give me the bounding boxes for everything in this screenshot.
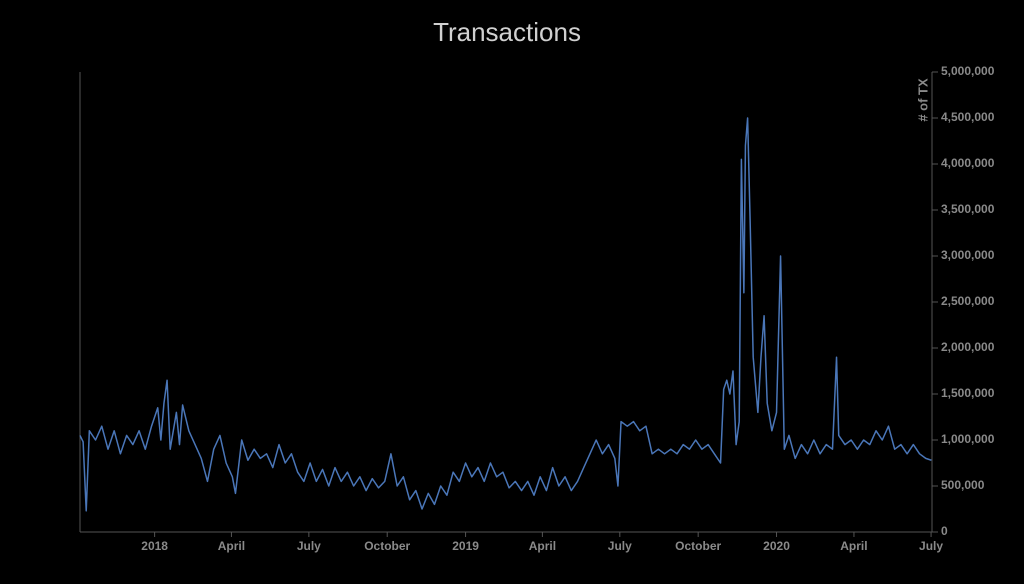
y-tick-label: 1,000,000 (941, 432, 995, 446)
x-tick-label: July (608, 539, 632, 553)
x-tick-label: October (364, 539, 410, 553)
x-tick-label: April (529, 539, 556, 553)
y-tick-label: 2,000,000 (941, 340, 995, 354)
x-tick-label: 2019 (452, 539, 479, 553)
data-line (79, 117, 932, 512)
y-tick-label: 4,500,000 (941, 110, 995, 124)
x-tick-label: July (919, 539, 943, 553)
y-tick-label: 3,000,000 (941, 248, 995, 262)
x-tick-label: 2018 (141, 539, 168, 553)
x-tick-label: April (840, 539, 867, 553)
y-tick-label: 1,500,000 (941, 386, 995, 400)
x-tick-label: July (297, 539, 321, 553)
y-tick-label: 500,000 (941, 478, 985, 492)
x-tick-label: 2020 (763, 539, 790, 553)
x-tick-label: April (218, 539, 245, 553)
y-tick-label: 2,500,000 (941, 294, 995, 308)
x-tick-label: October (675, 539, 721, 553)
y-axis-title: # of TX (915, 78, 930, 122)
y-tick-label: 5,000,000 (941, 64, 995, 78)
chart-title: Transactions (433, 17, 581, 47)
y-tick-label: 3,500,000 (941, 202, 995, 216)
y-tick-label: 4,000,000 (941, 156, 995, 170)
y-tick-label: 0 (941, 524, 948, 538)
